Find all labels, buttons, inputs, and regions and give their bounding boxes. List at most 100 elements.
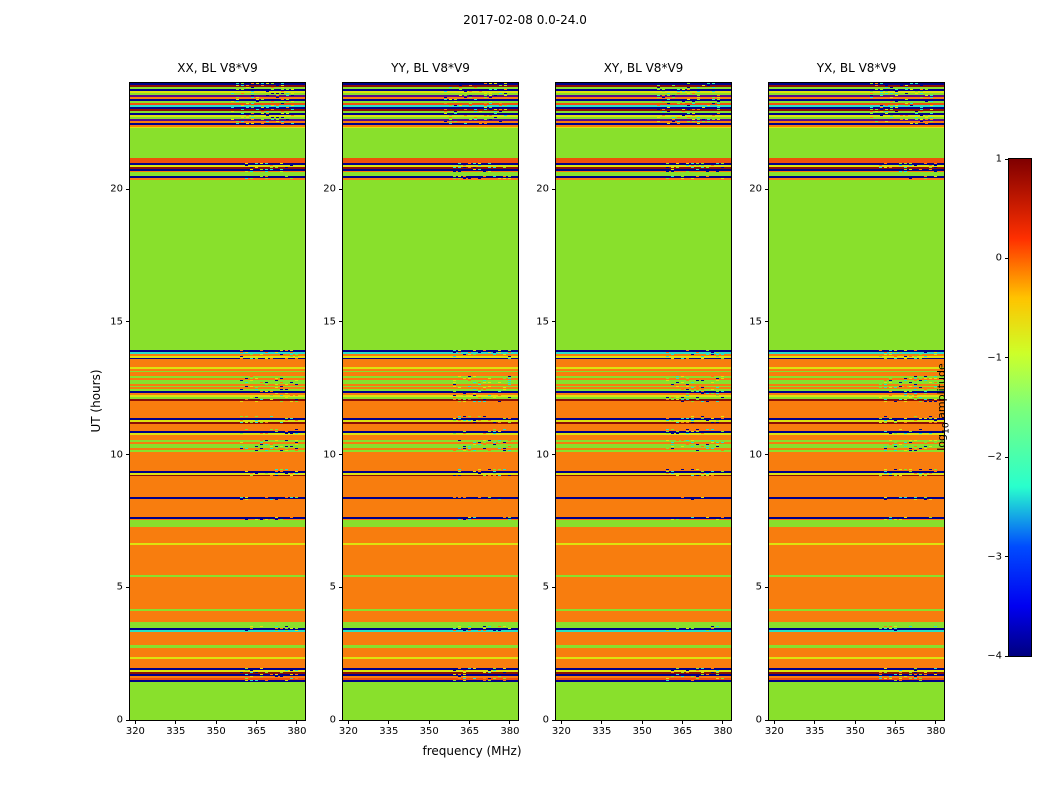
x-tick-mark xyxy=(935,720,937,724)
x-tick-label: 365 xyxy=(672,726,693,737)
y-tick-mark xyxy=(765,719,769,721)
x-tick-label: 350 xyxy=(419,726,439,737)
x-tick-mark xyxy=(175,720,177,724)
y-tick-mark xyxy=(552,719,556,721)
panel-title: YY, BL V8*V9 xyxy=(391,61,470,75)
x-tick-mark xyxy=(682,720,684,724)
y-tick-mark xyxy=(552,188,556,190)
y-tick-label: 20 xyxy=(323,183,336,195)
y-tick-mark xyxy=(339,719,343,721)
y-tick-mark xyxy=(765,321,769,323)
y-tick-mark xyxy=(126,321,130,323)
panel-yy: YY, BL V8*V9 320 335 350 365 380 0 5 10 15 20 xyxy=(323,61,519,737)
y-tick-mark xyxy=(552,321,556,323)
panel-title: YX, BL V8*V9 xyxy=(816,61,897,75)
y-tick-label: 20 xyxy=(110,183,123,195)
y-axis-label: UT (hours) xyxy=(89,369,103,433)
y-tick-label: 5 xyxy=(542,581,549,593)
colorbar-tick-mark xyxy=(1005,456,1009,458)
x-tick-mark xyxy=(296,720,298,724)
y-tick-mark xyxy=(552,454,556,456)
x-tick-label: 365 xyxy=(885,726,906,737)
x-tick-mark xyxy=(347,720,349,724)
x-tick-label: 335 xyxy=(379,726,399,737)
y-tick-label: 0 xyxy=(755,714,762,726)
y-tick-mark xyxy=(126,188,130,190)
colorbar-label: log10 amplitude xyxy=(935,363,951,451)
x-tick-mark xyxy=(722,720,724,724)
x-tick-label: 380 xyxy=(926,726,946,737)
y-tick-mark xyxy=(339,321,343,323)
x-tick-mark xyxy=(560,720,562,724)
x-tick-label: 320 xyxy=(338,726,358,737)
y-tick-label: 20 xyxy=(749,183,762,195)
colorbar-tick-mark xyxy=(1005,357,1009,359)
y-tick-mark xyxy=(339,454,343,456)
y-tick-mark xyxy=(765,188,769,190)
colorbar-gradient xyxy=(1009,159,1031,656)
x-tick-mark xyxy=(601,720,603,724)
x-tick-mark xyxy=(509,720,511,724)
colorbar-label-sub: 10 xyxy=(940,422,952,434)
y-tick-label: 5 xyxy=(329,581,336,593)
y-tick-mark xyxy=(339,188,343,190)
x-tick-label: 380 xyxy=(713,726,733,737)
heatmap-canvas xyxy=(555,82,732,721)
heatmap-canvas xyxy=(768,82,945,721)
y-tick-label: 5 xyxy=(116,581,123,593)
x-tick-mark xyxy=(134,720,136,724)
figure-title: 2017-02-08 0.0-24.0 xyxy=(463,13,587,27)
colorbar-tick-label: −2 xyxy=(987,451,1002,463)
x-tick-mark xyxy=(814,720,816,724)
y-tick-label: 15 xyxy=(323,316,336,328)
x-tick-mark xyxy=(388,720,390,724)
panel-title: XX, BL V8*V9 xyxy=(177,61,258,75)
y-tick-mark xyxy=(552,586,556,588)
colorbar-tick-label: −4 xyxy=(987,650,1002,662)
x-tick-mark xyxy=(428,720,430,724)
colorbar: log10 amplitude 1 0 −1 −2 −3 −4 xyxy=(935,154,1032,662)
y-tick-label: 10 xyxy=(536,449,549,461)
y-tick-label: 15 xyxy=(536,316,549,328)
y-tick-mark xyxy=(126,586,130,588)
x-tick-label: 350 xyxy=(206,726,226,737)
x-tick-mark xyxy=(895,720,897,724)
x-tick-label: 365 xyxy=(246,726,267,737)
y-tick-label: 10 xyxy=(110,449,123,461)
x-tick-mark xyxy=(641,720,643,724)
y-tick-mark xyxy=(126,719,130,721)
y-tick-mark xyxy=(339,586,343,588)
colorbar-tick-mark xyxy=(1005,158,1009,160)
colorbar-tick-label: 0 xyxy=(995,252,1002,264)
y-tick-label: 15 xyxy=(110,316,123,328)
heatmap-canvas xyxy=(342,82,519,721)
colorbar-tick-mark xyxy=(1005,655,1009,657)
y-tick-label: 5 xyxy=(755,581,762,593)
x-tick-mark xyxy=(469,720,471,724)
x-axis-label: frequency (MHz) xyxy=(422,744,522,758)
x-tick-mark xyxy=(215,720,217,724)
x-tick-mark xyxy=(773,720,775,724)
y-tick-mark xyxy=(126,454,130,456)
y-tick-mark xyxy=(765,586,769,588)
x-tick-label: 335 xyxy=(805,726,825,737)
y-tick-label: 10 xyxy=(323,449,336,461)
colorbar-tick-label: 1 xyxy=(995,153,1002,165)
heatmap-canvas xyxy=(129,82,306,721)
colorbar-tick-label: −3 xyxy=(987,551,1002,563)
x-tick-label: 365 xyxy=(459,726,480,737)
x-tick-mark xyxy=(854,720,856,724)
colorbar-tick-mark xyxy=(1005,556,1009,558)
colorbar-tick-mark xyxy=(1005,257,1009,259)
x-tick-mark xyxy=(256,720,258,724)
y-tick-label: 0 xyxy=(542,714,549,726)
panel-title: XY, BL V8*V9 xyxy=(603,61,684,75)
panel-xy: XY, BL V8*V9 320 335 350 365 380 0 5 10 15 20 xyxy=(536,61,732,737)
y-tick-label: 10 xyxy=(749,449,762,461)
colorbar-tick-label: −1 xyxy=(987,352,1002,364)
panel-yx: YX, BL V8*V9 320 335 350 365 380 0 5 10 15 20 xyxy=(749,61,945,737)
x-tick-label: 380 xyxy=(287,726,307,737)
x-tick-label: 350 xyxy=(632,726,652,737)
colorbar-label-suffix: amplitude xyxy=(935,363,949,423)
